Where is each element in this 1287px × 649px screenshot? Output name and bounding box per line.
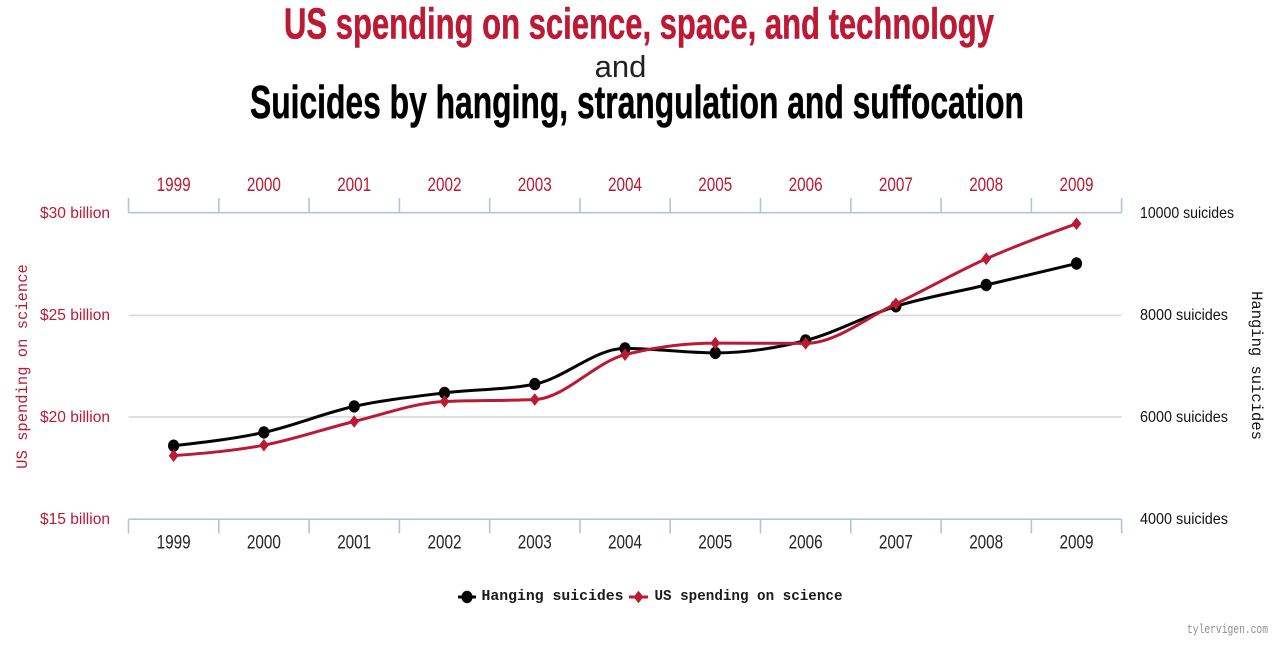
svg-text:10000 suicides: 10000 suicides xyxy=(1140,205,1234,222)
svg-text:2004: 2004 xyxy=(608,533,642,554)
svg-text:2000: 2000 xyxy=(247,175,281,196)
svg-text:2001: 2001 xyxy=(337,175,371,196)
svg-text:2005: 2005 xyxy=(698,533,732,554)
svg-text:2002: 2002 xyxy=(428,175,462,196)
svg-text:US spending on science, space,: US spending on science, space, and techn… xyxy=(284,0,994,49)
svg-text:2006: 2006 xyxy=(789,175,823,196)
svg-text:1999: 1999 xyxy=(157,533,191,554)
svg-text:2006: 2006 xyxy=(789,533,823,554)
svg-text:and: and xyxy=(595,49,647,84)
svg-text:tylervigen.com: tylervigen.com xyxy=(1187,622,1268,637)
svg-text:2001: 2001 xyxy=(337,533,371,554)
svg-text:2007: 2007 xyxy=(879,533,913,554)
svg-text:$30 billion: $30 billion xyxy=(40,205,110,222)
svg-text:2009: 2009 xyxy=(1060,533,1094,554)
svg-text:$15 billion: $15 billion xyxy=(40,511,110,528)
svg-text:US spending on science: US spending on science xyxy=(14,264,32,469)
svg-text:2007: 2007 xyxy=(879,175,913,196)
svg-text:2008: 2008 xyxy=(969,175,1003,196)
svg-text:2002: 2002 xyxy=(428,533,462,554)
svg-text:Suicides by hanging, strangula: Suicides by hanging, strangulation and s… xyxy=(250,76,1024,128)
svg-text:1999: 1999 xyxy=(157,175,191,196)
svg-text:Hanging suicides: Hanging suicides xyxy=(1247,291,1265,440)
svg-text:2008: 2008 xyxy=(969,533,1003,554)
svg-text:8000 suicides: 8000 suicides xyxy=(1140,307,1228,324)
svg-text:4000 suicides: 4000 suicides xyxy=(1140,511,1228,528)
svg-text:US spending on science: US spending on science xyxy=(655,588,843,605)
svg-text:$25 billion: $25 billion xyxy=(40,307,110,324)
svg-text:2003: 2003 xyxy=(518,533,552,554)
svg-text:6000 suicides: 6000 suicides xyxy=(1140,409,1228,426)
svg-text:2003: 2003 xyxy=(518,175,552,196)
svg-text:Hanging suicides: Hanging suicides xyxy=(482,588,624,605)
svg-text:2000: 2000 xyxy=(247,533,281,554)
svg-text:2009: 2009 xyxy=(1060,175,1094,196)
svg-text:2005: 2005 xyxy=(698,175,732,196)
svg-text:$20 billion: $20 billion xyxy=(40,409,110,426)
svg-text:2004: 2004 xyxy=(608,175,642,196)
